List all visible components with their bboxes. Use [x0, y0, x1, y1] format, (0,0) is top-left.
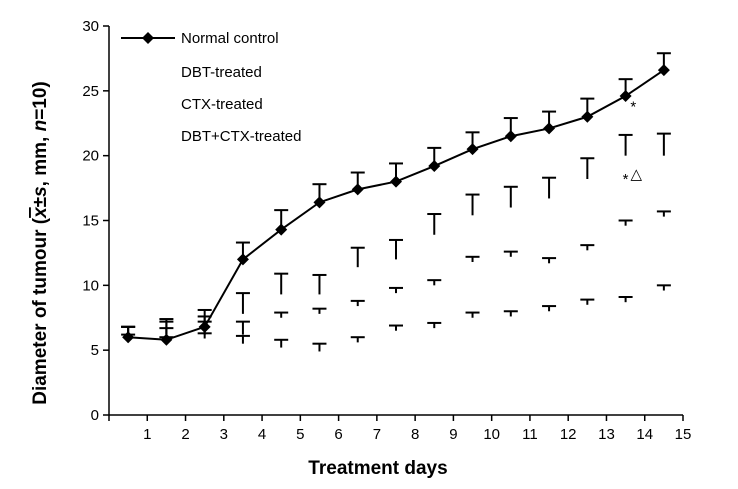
x-tick-label: 8	[411, 426, 419, 443]
y-axis-title-s: s	[30, 186, 51, 197]
legend-label-dbt-treated: DBT-treated	[181, 64, 262, 81]
data-point-normal-control	[122, 331, 135, 344]
y-axis-title-suffix: =10)	[30, 81, 51, 120]
data-point-normal-control	[275, 223, 288, 236]
x-tick-label: 9	[449, 426, 457, 443]
data-point-normal-control	[657, 64, 670, 77]
y-axis-title: Diameter of tumour (x±s, mm, n=10)	[30, 81, 51, 405]
x-tick-label: 2	[181, 426, 189, 443]
data-point-normal-control	[466, 143, 479, 156]
data-point-normal-control	[160, 333, 173, 346]
data-point-normal-control	[313, 196, 326, 209]
y-axis-title-n: n	[30, 120, 51, 132]
legend-label-dbt-ctx-treated: DBT+CTX-treated	[181, 128, 301, 145]
y-tick-label: 15	[82, 213, 99, 230]
x-tick-label: 7	[373, 426, 381, 443]
x-tick-label: 11	[522, 426, 538, 443]
y-tick-label: 5	[91, 342, 99, 359]
x-axis-title: Treatment days	[308, 458, 447, 479]
y-axis-title-prefix: Diameter of tumour (	[30, 217, 51, 405]
x-tick-label: 3	[220, 426, 228, 443]
x-tick-label: 12	[560, 426, 577, 443]
x-tick-label: 13	[598, 426, 615, 443]
x-tick-label: 15	[675, 426, 692, 443]
y-axis-title-pm: ±	[30, 197, 51, 207]
data-point-normal-control	[504, 130, 517, 143]
y-axis-title-mid: , mm,	[30, 131, 51, 186]
legend-label-ctx-treated: CTX-treated	[181, 96, 263, 113]
x-tick-label: 4	[258, 426, 266, 443]
y-tick-label: 0	[91, 407, 99, 424]
y-tick-label: 20	[82, 148, 99, 165]
x-tick-label: 10	[483, 426, 500, 443]
legend: Normal control DBT-treated CTX-treated D…	[121, 30, 301, 145]
data-point-normal-control	[543, 122, 556, 135]
x-tick-label: 14	[636, 426, 653, 443]
data-point-normal-control	[236, 253, 249, 266]
legend-label-normal-control: Normal control	[181, 30, 279, 47]
y-axis-title-xbar: x	[30, 206, 51, 219]
data-point-normal-control	[581, 110, 594, 123]
y-tick-label: 10	[82, 277, 99, 294]
significance-marker: *	[630, 98, 636, 115]
x-tick-label: 5	[296, 426, 304, 443]
data-point-normal-control	[198, 320, 211, 333]
significance-marker: *	[623, 171, 629, 188]
y-tick-label: 25	[82, 83, 99, 100]
data-point-normal-control	[619, 90, 632, 103]
data-point-normal-control	[351, 183, 364, 196]
x-tick-label: 6	[334, 426, 342, 443]
x-tick-label: 1	[143, 426, 151, 443]
legend-marker-normal-control	[142, 32, 154, 44]
data-point-normal-control	[390, 175, 402, 188]
y-tick-label: 30	[82, 18, 99, 35]
data-point-normal-control	[428, 160, 441, 173]
significance-marker: △	[631, 166, 643, 183]
